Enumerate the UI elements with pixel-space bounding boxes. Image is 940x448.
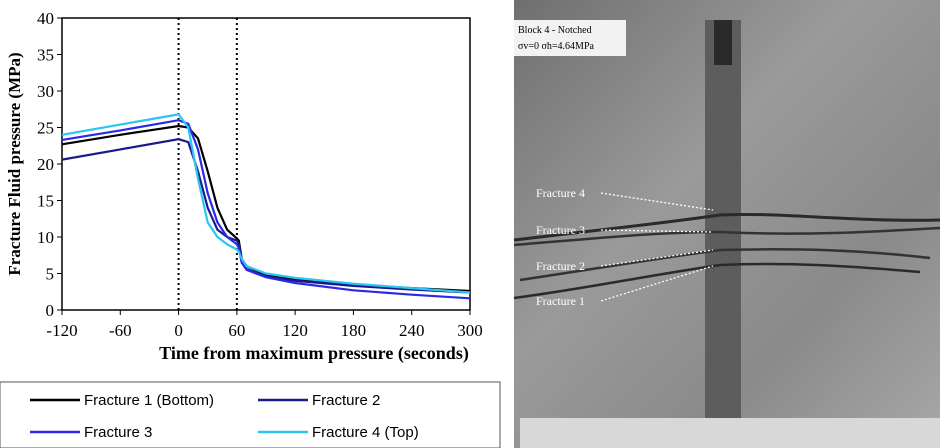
x-tick-label: 0 [174, 321, 183, 340]
y-tick-label: 25 [37, 119, 54, 138]
x-tick-label: 120 [282, 321, 308, 340]
x-tick-label: 240 [399, 321, 425, 340]
y-axis-label: Fracture Fluid pressure (MPa) [5, 52, 24, 275]
series-line [61, 138, 471, 294]
photo-label: Fracture 3 [536, 223, 585, 237]
legend-label: Fracture 4 (Top) [312, 424, 419, 441]
photo-label: Fracture 2 [536, 259, 585, 273]
series-line [61, 113, 471, 294]
photo: Block 4 - Notched σv=0 σh=4.64MPa [513, 0, 940, 448]
x-tick-label: -60 [109, 321, 132, 340]
plot-frame [61, 17, 471, 311]
photo-block: Block 4 - Notched [518, 25, 592, 36]
x-tick-label: 180 [341, 321, 367, 340]
legend-box [0, 381, 501, 448]
y-tick-label: 0 [46, 301, 55, 320]
y-tick-label: 10 [37, 228, 54, 247]
x-tick-label: -120 [46, 321, 77, 340]
photo-stress: σv=0 σh=4.64MPa [518, 41, 595, 52]
photo-arrow [600, 192, 714, 211]
photo-label: Fracture 4 [536, 186, 585, 200]
y-tick-label: 20 [37, 155, 54, 174]
y-tick-label: 40 [37, 9, 54, 28]
series-line [61, 119, 471, 300]
y-tick-label: 35 [37, 46, 54, 65]
legend-label: Fracture 2 [312, 392, 380, 409]
x-tick-label: 60 [228, 321, 245, 340]
legend-label: Fracture 1 (Bottom) [84, 392, 214, 409]
legend-label: Fracture 3 [84, 424, 152, 441]
y-tick-label: 15 [37, 192, 54, 211]
photo-arrow [600, 249, 714, 267]
series-line [61, 124, 471, 293]
photo-arrow [600, 265, 714, 302]
y-tick-label: 30 [37, 82, 54, 101]
photo-label: Fracture 1 [536, 294, 585, 308]
photo-arrow [600, 229, 714, 233]
x-axis-label: Time from maximum pressure (seconds) [159, 343, 469, 364]
x-tick-label: 300 [457, 321, 483, 340]
y-tick-label: 5 [46, 265, 55, 284]
